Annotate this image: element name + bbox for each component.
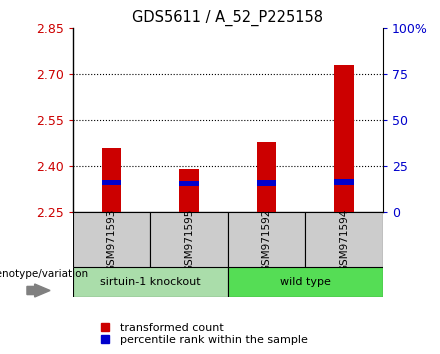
- Bar: [179, 170, 198, 212]
- Bar: [257, 181, 276, 186]
- Bar: [102, 180, 121, 185]
- Text: genotype/variation: genotype/variation: [0, 269, 88, 279]
- Bar: [228, 212, 305, 267]
- Bar: [228, 267, 383, 297]
- Bar: [334, 65, 354, 212]
- Text: sirtuin-1 knockout: sirtuin-1 knockout: [100, 277, 201, 287]
- Bar: [73, 267, 228, 297]
- Text: wild type: wild type: [280, 277, 331, 287]
- Bar: [305, 212, 383, 267]
- FancyArrow shape: [27, 284, 50, 297]
- Bar: [257, 142, 276, 212]
- Bar: [150, 212, 228, 267]
- Bar: [179, 181, 198, 186]
- Text: GSM971592: GSM971592: [261, 208, 271, 272]
- Title: GDS5611 / A_52_P225158: GDS5611 / A_52_P225158: [132, 9, 323, 25]
- Bar: [334, 179, 354, 185]
- Text: GSM971593: GSM971593: [106, 208, 116, 272]
- Text: GSM971594: GSM971594: [339, 208, 349, 272]
- Legend: transformed count, percentile rank within the sample: transformed count, percentile rank withi…: [94, 323, 308, 345]
- Bar: [73, 212, 150, 267]
- Bar: [102, 148, 121, 212]
- Text: GSM971595: GSM971595: [184, 208, 194, 272]
